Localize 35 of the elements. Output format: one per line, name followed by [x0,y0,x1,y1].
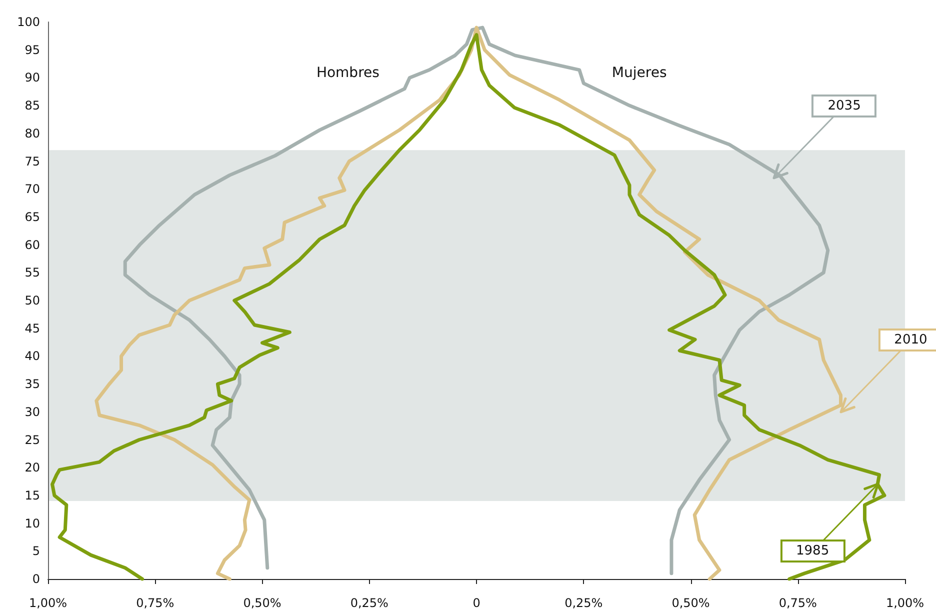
annotation: 2035 [812,94,877,118]
y-tick-label: 85 [24,98,40,113]
y-tick-label: 55 [24,266,40,280]
y-tick-label: 75 [24,154,40,168]
y-tick-label: 40 [24,349,40,364]
y-tick-label: 0 [32,572,40,586]
y-tick-label: 50 [24,294,40,308]
y-tick-label: 25 [24,432,40,447]
y-tick-label: 100 [17,15,40,29]
y-tick-label: 45 [24,321,40,336]
x-tick-label: 0,75% [136,596,174,610]
annotation: Mujeres [612,65,667,81]
y-tick-label: 10 [24,516,40,530]
x-tick-label: 0,50% [243,596,282,610]
y-tick-label: 5 [32,544,40,558]
y-tick-label: 60 [24,238,40,252]
x-tick-label: 0,25% [350,596,388,610]
x-tick-label: 0 [472,596,480,610]
annotation: 2010 [878,328,936,352]
y-tick-label: 95 [24,42,40,57]
y-tick-label: 35 [24,377,40,392]
annotation: 1985 [780,540,846,563]
y-tick-label: 65 [24,210,40,224]
annotation: Hombres [316,65,380,81]
y-tick-label: 90 [24,70,40,85]
y-tick-label: 70 [24,182,40,196]
y-tick-label: 20 [24,460,40,475]
y-tick-label: 30 [24,404,40,419]
x-tick-label: 0,50% [672,596,710,610]
x-tick-label: 0,75% [778,596,817,610]
x-tick-label: 0,25% [564,596,603,610]
x-tick-label: 1,00% [28,596,68,610]
x-tick-label: 1,00% [886,596,924,610]
y-tick-label: 15 [24,488,40,502]
y-tick-label: 80 [24,126,40,140]
